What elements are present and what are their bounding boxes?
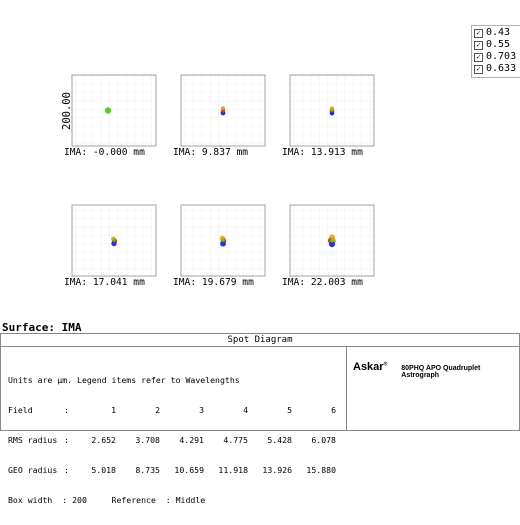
table-cell: 5.428 [267,435,292,445]
table-row: Field: 1 2 3 4 5 6 [8,405,336,415]
units-line: Units are µm. Legend items refer to Wave… [8,375,240,385]
table-cell: 8.735 [135,465,160,475]
ima-label: IMA: 19.679 mm [173,277,254,288]
checkbox-icon[interactable]: ✓ [474,64,483,74]
table-cell: 4.291 [179,435,204,445]
spot-box: IMA: -0.000 mm [64,74,157,158]
table-cell: 6.078 [311,435,336,445]
spot-point [221,238,225,242]
table-cell: 6 [331,405,336,415]
brand-text: Askar [353,361,384,373]
spot-point [328,240,336,248]
spot-box-frame [71,74,157,147]
table-cell: 2 [155,405,160,415]
box-width-line: Box width : 200 Reference : Middle [8,495,206,505]
brand-logo: Askar® 80PHQ APO Quadruplet Astrograph [353,361,519,379]
spot-point [104,107,112,114]
brand-name: Askar® [353,361,387,373]
row-label: RMS radius [8,435,58,445]
spot-point [330,238,334,243]
legend-item[interactable]: ✓ 0.703 [474,51,520,63]
spot-box: IMA: 13.913 mm [282,74,375,158]
row-label: Field [8,405,33,415]
spot-point [221,109,226,113]
spot-point [220,240,226,247]
ima-label: IMA: 9.837 mm [173,147,248,158]
scale-label: 200.00 [61,92,73,130]
panel-divider [346,347,347,430]
spot-point [112,238,116,242]
spot-point [330,108,334,112]
spot-point [329,111,335,116]
table-cell: 11.918 [218,465,248,475]
ima-label: IMA: 22.003 mm [282,277,363,288]
legend-label: 0.55 [486,39,511,50]
checkbox-icon[interactable]: ✓ [474,52,483,62]
checkbox-icon[interactable]: ✓ [474,40,483,50]
legend-item[interactable]: ✓ 0.633 [474,63,520,75]
table-cell: 13.926 [262,465,292,475]
legend-item[interactable]: ✓ 0.43 [474,27,520,39]
wavelength-legend: ✓ 0.43 ✓ 0.55 ✓ 0.703 ✓ 0.633 [471,25,520,78]
table-cell: 2.652 [91,435,116,445]
brand-mark: ® [383,361,388,368]
spot-diagram-canvas: IMA: -0.000 mm IMA: 9.837 mm IMA: 13.913 m… [61,74,375,288]
table-cell: 3 [199,405,204,415]
table-cell: 5.018 [91,465,116,475]
ima-label: IMA: -0.000 mm [64,147,145,158]
spot-box: IMA: 22.003 mm [282,204,375,288]
model-name: 80PHQ APO Quadruplet Astrograph [401,365,481,379]
legend-label: 0.633 [486,63,517,74]
info-text-block: Units are µm. Legend items refer to Wave… [8,355,340,525]
panel-title: Spot Diagram [1,334,519,347]
legend-item[interactable]: ✓ 0.55 [474,39,520,51]
table-row: RMS radius: 2.652 3.708 4.291 4.775 5.42… [8,435,336,445]
legend-label: 0.43 [486,27,511,38]
table-cell: 4 [243,405,248,415]
table-cell: 3.708 [135,435,160,445]
table-cell: 5 [287,405,292,415]
spot-diagram-info-panel: Spot Diagram Units are µm. Legend items … [0,333,520,505]
spot-point [111,240,117,247]
table-cell: 10.659 [174,465,204,475]
surface-label: Surface: IMA [2,321,82,334]
legend-label: 0.703 [486,51,517,62]
table-cell: 1 [111,405,116,415]
spot-box: IMA: 19.679 mm [173,204,266,288]
ima-label: IMA: 13.913 mm [282,147,363,158]
spot-box: IMA: 9.837 mm [173,74,266,158]
table-cell: 4.775 [223,435,248,445]
ima-label: IMA: 17.041 mm [64,277,145,288]
checkbox-icon[interactable]: ✓ [474,28,483,38]
row-label: GEO radius [8,465,58,475]
table-cell: 15.880 [306,465,336,475]
spot-box: IMA: 17.041 mm [64,204,157,288]
table-row: GEO radius: 5.018 8.735 10.659 11.918 13… [8,465,336,475]
